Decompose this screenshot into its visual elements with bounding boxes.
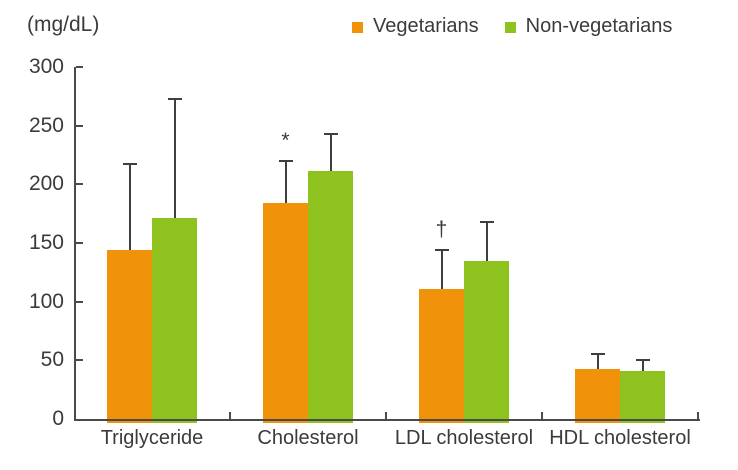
error-bar-cap [635, 359, 650, 362]
legend-item-non-vegetarians: Non-vegetarians [504, 15, 673, 38]
error-bar-cap [434, 249, 449, 252]
bar-non-vegetarians-cholesterol [308, 171, 353, 423]
legend: Vegetarians Non-vegetarians [352, 15, 672, 38]
error-bar-non-vegetarians-ldl-cholesterol [485, 221, 488, 261]
bar-non-vegetarians-triglyceride [152, 218, 197, 423]
error-bar-vegetarians-ldl-cholesterol [440, 250, 443, 289]
x-axis-tick [541, 412, 543, 419]
x-axis-category-label-hdl-cholesterol: HDL cholesterol [549, 427, 691, 449]
x-axis-category-label-cholesterol: Cholesterol [257, 427, 359, 449]
y-axis-tick-label: 0 [52, 407, 64, 430]
x-axis-tick [697, 412, 699, 419]
y-axis-tick [76, 359, 83, 362]
y-axis-line [74, 67, 76, 421]
y-axis-tick-label: 100 [28, 289, 64, 313]
error-bar-cap [122, 163, 137, 166]
x-axis-line [74, 419, 700, 421]
y-axis-tick-label: 50 [40, 348, 64, 372]
significance-marker-cholesterol: * [281, 128, 290, 152]
bar-vegetarians-triglyceride [107, 250, 152, 423]
error-bar-non-vegetarians-triglyceride [173, 98, 176, 219]
y-axis-tick-label: 300 [28, 55, 64, 78]
error-bar-vegetarians-hdl-cholesterol [596, 354, 599, 369]
y-axis-tick-label: 250 [28, 113, 64, 137]
error-bar-non-vegetarians-hdl-cholesterol [641, 360, 644, 371]
legend-swatch-non-vegetarians-icon [504, 22, 516, 33]
legend-item-vegetarians: Vegetarians [352, 15, 479, 38]
x-axis-category-label-ldl-cholesterol: LDL cholesterol [394, 427, 534, 449]
legend-label-non-vegetarians: Non-vegetarians [525, 15, 673, 37]
bar-vegetarians-cholesterol [263, 203, 308, 423]
error-bar-cap [167, 97, 182, 100]
error-bar-vegetarians-cholesterol [284, 160, 287, 204]
error-bar-cap [278, 159, 293, 162]
error-bar-cap [590, 353, 605, 356]
y-axis-tick-label: 150 [28, 231, 64, 254]
x-axis-category-label-triglyceride: Triglyceride [100, 427, 204, 449]
y-axis-tick [76, 242, 83, 244]
y-axis-tick [76, 124, 83, 127]
x-axis-tick [385, 412, 387, 419]
error-bar-cap [479, 220, 494, 223]
significance-marker-ldl-cholesterol: † [435, 218, 448, 242]
y-axis-tick-label: 200 [28, 172, 64, 196]
x-axis-tick [229, 412, 231, 419]
y-axis-tick [76, 66, 83, 68]
bar-vegetarians-ldl-cholesterol [419, 288, 464, 423]
y-axis-tick [76, 183, 83, 186]
legend-label-vegetarians: Vegetarians [373, 15, 479, 37]
error-bar-vegetarians-triglyceride [128, 164, 131, 251]
y-axis-unit-label: (mg/dL) [27, 13, 100, 36]
bar-vegetarians-hdl-cholesterol [575, 368, 620, 423]
bar-non-vegetarians-ldl-cholesterol [464, 260, 509, 423]
y-axis-tick [76, 300, 83, 303]
error-bar-non-vegetarians-cholesterol [329, 133, 332, 172]
legend-swatch-vegetarians-icon [352, 22, 363, 33]
error-bar-cap [323, 132, 338, 135]
bar-non-vegetarians-hdl-cholesterol [620, 370, 665, 423]
